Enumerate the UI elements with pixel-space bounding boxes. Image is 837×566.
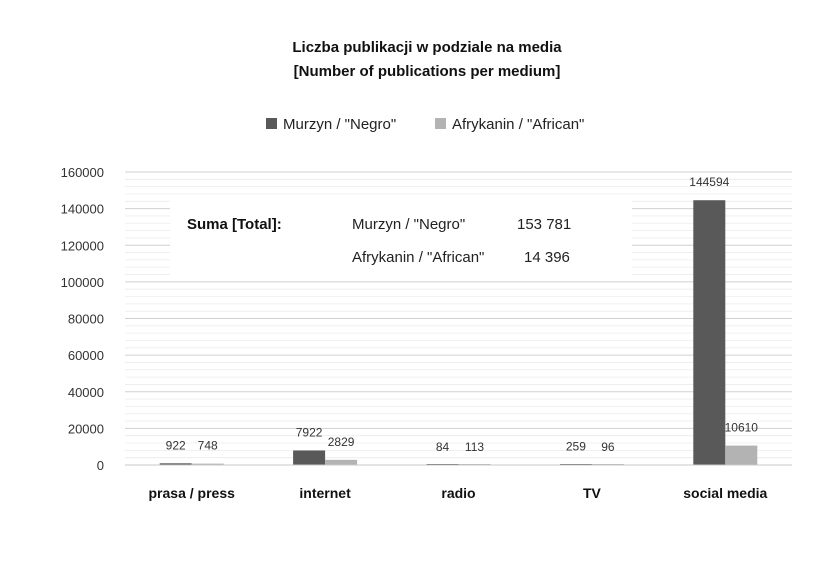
data-label-afrykanin-african-prasa-press: 748 [198,439,218,453]
chart-title: Liczba publikacji w podziale na media [292,39,562,56]
bar-afrykanin-african-social-media [725,445,758,465]
data-label-afrykanin-african-tv: 96 [601,440,615,454]
y-tick-label: 140000 [61,202,104,217]
gridlines [125,171,792,466]
data-label-afrykanin-african-internet: 2829 [328,435,355,449]
data-label-murzyn-negro-prasa-press: 922 [166,438,186,452]
bars [159,200,758,466]
bar-afrykanin-african-internet [325,459,358,465]
bar-murzyn-negro-internet [293,450,326,465]
data-labels: 922 748 7922 2829 84 113 259 96 144594 10610 [166,175,759,454]
chart-subtitle: [Number of publications per medium] [294,63,561,80]
total-heading: Suma [Total]: [187,216,282,233]
total-box [170,196,632,280]
total-label-afrykanin: Afrykanin / "African" [352,249,484,266]
total-annotation: Suma [Total]: Murzyn / "Negro" 153 781 A… [170,196,632,280]
x-category-label: social media [683,485,767,501]
legend: Murzyn / "Negro" Afrykanin / "African" [266,116,584,133]
y-axis: 0 20000 40000 60000 80000 100000 120000 140000 1… [61,165,104,473]
bar-murzyn-negro-social-media [693,200,726,466]
data-label-murzyn-negro-social-media: 144594 [689,175,729,189]
y-tick-label: 40000 [68,385,104,400]
y-tick-label: 160000 [61,165,104,180]
x-category-label: internet [299,485,351,501]
x-axis: prasa / press internet radio TV social media [125,464,792,501]
legend-swatch-murzyn [266,118,277,129]
bar-afrykanin-african-prasa-press [191,463,224,465]
data-label-afrykanin-african-social-media: 10610 [725,421,759,435]
bar-murzyn-negro-prasa-press [159,463,192,465]
total-label-murzyn: Murzyn / "Negro" [352,216,465,233]
total-value-murzyn: 153 781 [517,216,571,233]
data-label-murzyn-negro-tv: 259 [566,440,586,454]
legend-label-murzyn: Murzyn / "Negro" [283,116,396,133]
legend-swatch-afrykanin [435,118,446,129]
x-category-label: radio [441,485,475,501]
total-value-afrykanin: 14 396 [524,249,570,266]
data-label-murzyn-negro-radio: 84 [436,440,450,454]
x-category-label: TV [583,485,602,501]
y-tick-label: 20000 [68,421,104,436]
data-label-afrykanin-african-radio: 113 [465,440,484,454]
y-tick-label: 100000 [61,275,104,290]
y-tick-label: 0 [97,458,104,473]
y-tick-label: 120000 [61,238,104,253]
legend-label-afrykanin: Afrykanin / "African" [452,116,584,133]
y-tick-label: 60000 [68,348,104,363]
data-label-murzyn-negro-internet: 7922 [296,425,323,439]
y-tick-label: 80000 [68,312,104,327]
x-category-label: prasa / press [149,485,236,501]
